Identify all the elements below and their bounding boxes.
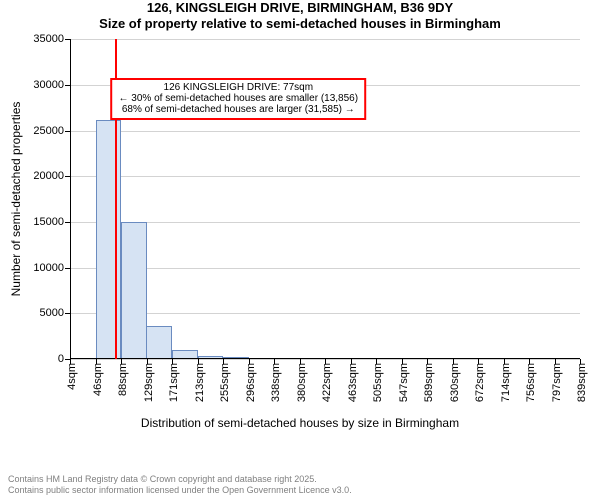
x-tick-label: 296sqm: [245, 363, 257, 402]
y-tick-label: 15000: [33, 216, 64, 228]
callout-line: 68% of semi-detached houses are larger (…: [119, 104, 359, 115]
histogram-bar: [96, 120, 122, 360]
histogram-bar: [121, 222, 147, 359]
plot-inner: 050001000015000200002500030000350004sqm4…: [70, 39, 580, 359]
x-tick-label: 4sqm: [66, 363, 78, 390]
x-tick-label: 129sqm: [143, 363, 155, 402]
y-tick-label: 30000: [33, 79, 64, 91]
x-tick-label: 714sqm: [500, 363, 512, 402]
x-tick-label: 255sqm: [219, 363, 231, 402]
x-axis-label: Distribution of semi-detached houses by …: [0, 416, 600, 430]
bottom-axis: [70, 358, 580, 359]
callout-box: 126 KINGSLEIGH DRIVE: 77sqm← 30% of semi…: [111, 78, 367, 120]
x-tick-label: 380sqm: [296, 363, 308, 402]
left-axis: [70, 39, 71, 359]
plot-area: Number of semi-detached properties 05000…: [0, 33, 600, 409]
x-tick-label: 171sqm: [168, 363, 180, 402]
footnote-line1: Contains HM Land Registry data © Crown c…: [8, 474, 352, 485]
x-tick-label: 338sqm: [270, 363, 282, 402]
histogram-bar: [146, 326, 172, 359]
x-tick-label: 422sqm: [321, 363, 333, 402]
x-tick-label: 213sqm: [194, 363, 206, 402]
x-tick-label: 839sqm: [576, 363, 588, 402]
x-tick-label: 463sqm: [347, 363, 359, 402]
x-tick-label: 630sqm: [449, 363, 461, 402]
callout-line: ← 30% of semi-detached houses are smalle…: [119, 93, 359, 104]
y-tick-label: 10000: [33, 262, 64, 274]
x-tick-label: 46sqm: [92, 363, 104, 396]
y-tick-label: 35000: [33, 33, 64, 45]
x-tick-label: 672sqm: [474, 363, 486, 402]
gridline: [70, 39, 580, 40]
footnote-line2: Contains public sector information licen…: [8, 485, 352, 496]
y-tick-label: 5000: [40, 307, 64, 319]
chart-title-line2: Size of property relative to semi-detach…: [0, 16, 600, 32]
x-tick-label: 797sqm: [551, 363, 563, 402]
x-tick-label: 505sqm: [372, 363, 384, 402]
footnote: Contains HM Land Registry data © Crown c…: [8, 474, 352, 496]
y-tick-label: 0: [58, 353, 64, 365]
callout-title: 126 KINGSLEIGH DRIVE: 77sqm: [119, 82, 359, 93]
gridline: [70, 131, 580, 132]
chart-title-line1: 126, KINGSLEIGH DRIVE, BIRMINGHAM, B36 9…: [0, 0, 600, 16]
y-axis-label: Number of semi-detached properties: [9, 102, 23, 297]
x-tick-label: 589sqm: [423, 363, 435, 402]
y-tick-label: 20000: [33, 170, 64, 182]
x-tick-label: 88sqm: [117, 363, 129, 396]
x-tick-label: 547sqm: [398, 363, 410, 402]
y-tick-label: 25000: [33, 125, 64, 137]
x-tick-label: 756sqm: [525, 363, 537, 402]
chart-title: 126, KINGSLEIGH DRIVE, BIRMINGHAM, B36 9…: [0, 0, 600, 31]
gridline: [70, 176, 580, 177]
